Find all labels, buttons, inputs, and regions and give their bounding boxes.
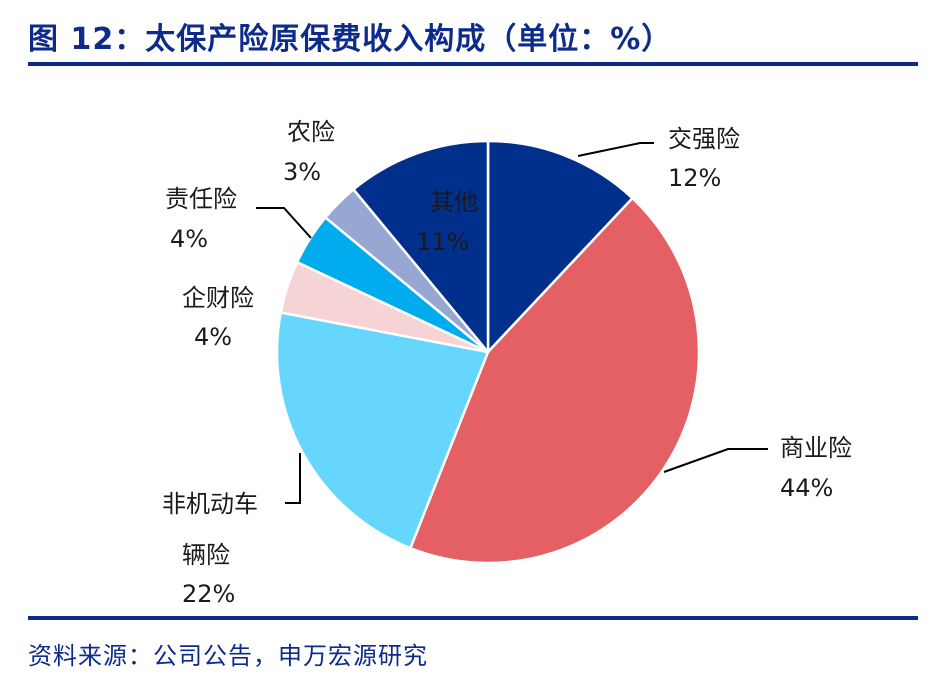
- slice-label-2-line-1: 辆险: [182, 541, 230, 569]
- slice-label-1: 商业险: [780, 434, 852, 462]
- slice-value-label-2: 22%: [182, 580, 235, 608]
- leader-line-0: [577, 142, 654, 157]
- slice-label-6: 其他: [430, 188, 478, 216]
- slice-value-label-1: 44%: [780, 474, 833, 502]
- pie-slice-6: [352, 139, 490, 354]
- leader-line-4: [256, 207, 312, 239]
- slice-value-label-6: 11%: [416, 228, 469, 256]
- slice-label-4: 责任险: [165, 185, 237, 213]
- top-rule: [28, 62, 918, 66]
- pie-slice-2: [275, 311, 490, 550]
- leader-lines-layer: [256, 142, 768, 504]
- figure-title: 图 12：太保产险原保费收入构成（单位：%）: [28, 22, 673, 57]
- slice-value-label-0: 12%: [668, 164, 721, 192]
- bottom-rule: [28, 616, 918, 620]
- slice-label-2-line-0: 非机动车: [162, 490, 258, 518]
- slice-label-5: 农险: [287, 118, 335, 146]
- leader-line-1: [663, 448, 768, 473]
- pie-slice-0: [486, 139, 634, 354]
- slice-label-3: 企财险: [182, 284, 254, 312]
- slice-value-label-5: 3%: [283, 158, 321, 186]
- slice-label-0: 交强险: [668, 125, 740, 153]
- source-note: 资料来源：公司公告，申万宏源研究: [28, 642, 428, 670]
- pie-slice-1: [409, 196, 701, 565]
- leader-line-2: [285, 453, 301, 504]
- slice-value-label-4: 4%: [170, 225, 208, 253]
- slices-layer: [275, 139, 701, 565]
- slice-value-label-3: 4%: [194, 323, 232, 351]
